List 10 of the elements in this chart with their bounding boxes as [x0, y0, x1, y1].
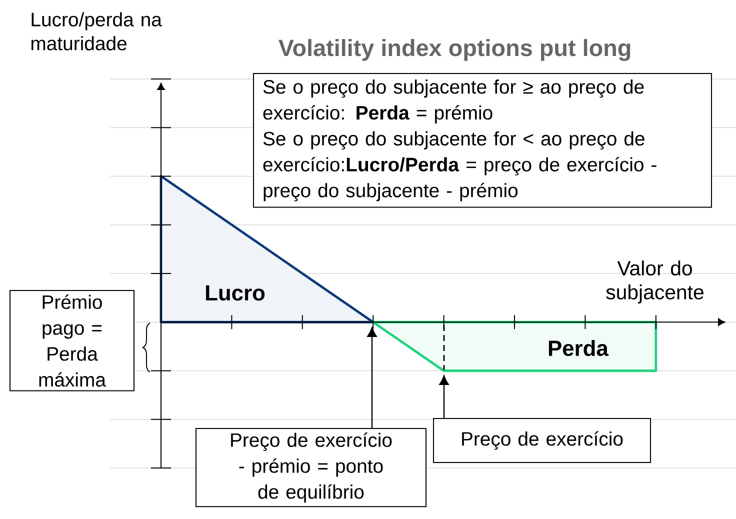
text: Prémio pago = Perda máxima — [39, 294, 106, 387]
annotation: Lucro — [206, 285, 265, 301]
x-axis-title: Valor do subjacente — [606, 260, 704, 304]
annotation: Perda — [548, 340, 609, 356]
text: Lucro/perda na maturidade — [31, 12, 162, 50]
text: Preço de exercício — [462, 431, 623, 450]
text: Preço de exercício - prémio = ponto de equilíbrio — [231, 432, 392, 503]
chart-title: Volatility index options put long — [278, 39, 630, 61]
annotation: Se o preço do subjacente for < ao preço de exercício:Lucro/Perda = preço de exercício - preço do subjacente - prémio — [263, 131, 656, 202]
text: Se o preço do subjacente for ≥ ao preço de exercício: Perda = prémio — [263, 79, 644, 124]
